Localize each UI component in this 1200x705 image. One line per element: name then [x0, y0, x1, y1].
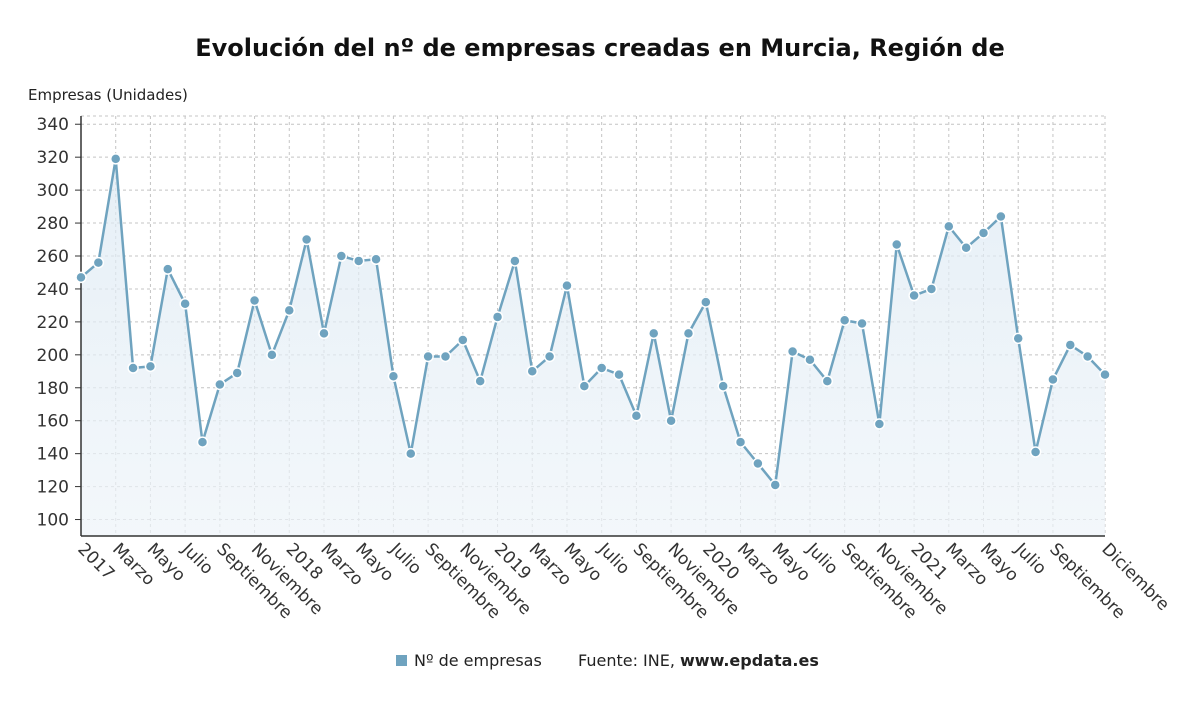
data-point[interactable] — [179, 298, 191, 310]
y-tick-label: 200 — [37, 346, 69, 366]
chart-title: Evolución del nº de empresas creadas en … — [195, 34, 1005, 62]
data-point[interactable] — [231, 367, 243, 379]
data-point[interactable] — [804, 354, 816, 366]
y-tick-labels: 100 120 140 160 180 200 220 240 260 280 300 320 340 — [37, 115, 69, 530]
data-point[interactable] — [109, 153, 122, 165]
data-point[interactable] — [474, 375, 486, 387]
data-point[interactable] — [75, 271, 87, 284]
y-tick-label: 340 — [37, 115, 69, 135]
x-tick-labels: 2017MarzoMayoJulioSeptiembreNoviembre201… — [73, 539, 1173, 623]
data-point[interactable] — [786, 345, 799, 358]
y-tick-label: 320 — [37, 148, 69, 168]
y-tick-label: 100 — [37, 511, 69, 531]
legend-series-label: Nº de empresas — [414, 651, 542, 670]
data-point[interactable] — [196, 436, 209, 448]
series-area — [81, 158, 1105, 536]
axes — [75, 116, 1105, 537]
data-point[interactable] — [1099, 368, 1111, 381]
data-point[interactable] — [387, 370, 400, 382]
data-point[interactable] — [595, 362, 608, 374]
y-tick-label: 240 — [37, 280, 69, 300]
y-axis-label: Empresas (Unidades) — [28, 86, 188, 104]
y-tick-label: 160 — [37, 412, 69, 432]
data-point[interactable] — [509, 255, 521, 267]
data-point[interactable] — [266, 349, 278, 361]
y-tick-label: 180 — [37, 379, 69, 399]
data-point[interactable] — [769, 479, 781, 491]
data-point[interactable] — [318, 327, 330, 340]
data-point[interactable] — [752, 457, 764, 470]
data-point[interactable] — [370, 253, 382, 266]
legend-swatch — [396, 655, 407, 666]
data-point[interactable] — [960, 242, 972, 254]
data-point[interactable] — [943, 220, 955, 233]
data-point[interactable] — [821, 375, 834, 387]
y-tick-label: 220 — [37, 313, 69, 333]
data-point[interactable] — [856, 317, 868, 330]
source-note: Fuente: INE, www.epdata.es — [578, 651, 819, 670]
data-point[interactable] — [613, 368, 625, 381]
y-tick-label: 300 — [37, 181, 69, 201]
data-point[interactable] — [630, 410, 643, 422]
data-point[interactable] — [647, 327, 660, 340]
data-point[interactable] — [561, 279, 573, 292]
data-point[interactable] — [543, 350, 556, 363]
data-point[interactable] — [248, 294, 261, 307]
data-point[interactable] — [457, 334, 469, 346]
data-point[interactable] — [1029, 446, 1042, 458]
data-point[interactable] — [352, 255, 365, 267]
data-point[interactable] — [162, 263, 174, 275]
data-point[interactable] — [422, 350, 434, 363]
data-points — [75, 153, 1111, 491]
data-point[interactable] — [214, 378, 226, 391]
data-point[interactable] — [526, 365, 539, 378]
y-tick-label: 140 — [37, 445, 69, 465]
data-point[interactable] — [1064, 339, 1077, 351]
data-point[interactable] — [491, 311, 504, 323]
data-point[interactable] — [144, 360, 157, 373]
source-url: www.epdata.es — [680, 651, 819, 670]
data-point[interactable] — [873, 418, 886, 430]
data-point[interactable] — [300, 233, 313, 246]
data-point[interactable] — [665, 414, 677, 427]
y-tick-label: 260 — [37, 247, 69, 267]
data-point[interactable] — [1012, 332, 1024, 345]
y-tick-label: 280 — [37, 214, 69, 234]
data-point[interactable] — [127, 362, 139, 374]
legend: Nº de empresas Fuente: INE, www.epdata.e… — [396, 651, 819, 670]
series-line-layer — [80, 157, 1106, 487]
data-point[interactable] — [890, 238, 903, 251]
data-point[interactable] — [1047, 373, 1059, 386]
data-point[interactable] — [283, 304, 296, 317]
data-point[interactable] — [335, 250, 348, 262]
data-point[interactable] — [734, 436, 747, 448]
y-tick-label: 120 — [37, 478, 69, 498]
x-tick-label: 2017 — [73, 539, 118, 584]
data-point[interactable] — [838, 314, 851, 326]
data-point[interactable] — [682, 327, 695, 340]
data-point[interactable] — [405, 447, 417, 460]
data-point[interactable] — [908, 289, 920, 302]
data-point[interactable] — [700, 296, 712, 308]
data-point[interactable] — [977, 227, 990, 239]
data-point[interactable] — [1081, 350, 1094, 363]
data-point[interactable] — [578, 380, 591, 392]
series-line — [80, 157, 1106, 487]
data-point[interactable] — [925, 283, 938, 295]
source-prefix: Fuente: INE, — [578, 651, 680, 670]
data-point[interactable] — [995, 210, 1007, 223]
data-point[interactable] — [717, 380, 729, 392]
data-point[interactable] — [92, 256, 105, 269]
data-point[interactable] — [439, 350, 452, 363]
area-fill-layer — [81, 158, 1105, 536]
